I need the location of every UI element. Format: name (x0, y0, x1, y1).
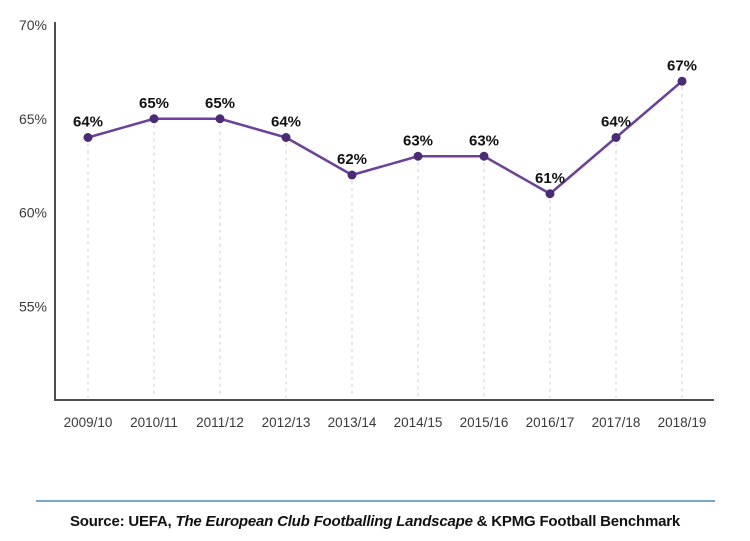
data-point (479, 151, 489, 161)
data-point-label: 62% (337, 151, 367, 168)
x-axis-label: 2018/19 (658, 415, 707, 430)
footer-divider-line (36, 500, 715, 502)
trend-line (86, 80, 684, 195)
x-axis-label: 2016/17 (526, 415, 575, 430)
data-point-label: 64% (73, 114, 103, 131)
x-axis-label: 2012/13 (262, 415, 311, 430)
source-suffix: & KPMG Football Benchmark (472, 513, 681, 530)
data-point (413, 151, 423, 161)
data-point-label: 65% (139, 95, 169, 112)
y-axis-label: 55% (19, 298, 47, 314)
data-point-label: 63% (469, 132, 499, 149)
x-axis-label: 2013/14 (328, 415, 377, 430)
data-point (83, 133, 93, 142)
data-point-label: 65% (205, 95, 235, 112)
y-axis-label: 60% (19, 205, 47, 221)
data-point-label: 61% (535, 170, 565, 187)
data-point (281, 133, 291, 142)
x-axis-label: 2010/11 (130, 415, 178, 430)
source-title-italic: The European Club Footballing Landscape (175, 513, 473, 530)
y-axis-label: 65% (19, 111, 47, 127)
x-axis-label: 2011/12 (196, 415, 244, 430)
data-point (677, 76, 687, 86)
data-point (545, 189, 555, 199)
x-axis-label: 2014/15 (394, 415, 443, 430)
source-caption: Source: UEFA, The European Club Football… (0, 513, 750, 530)
axis-lines (54, 22, 714, 401)
x-axis-label: 2009/10 (64, 415, 113, 430)
y-axis-label: 70% (19, 17, 47, 33)
data-point-label: 63% (403, 132, 433, 149)
data-point-label: 64% (601, 114, 631, 131)
data-point (215, 114, 225, 124)
data-point (149, 114, 159, 124)
x-axis-label: 2015/16 (460, 415, 509, 430)
line-chart: 70% 65% 60% 55% 64% 2009/10 65% 2010/11 65% 2011/… (19, 17, 714, 430)
data-point (347, 170, 357, 180)
data-point-label: 64% (271, 114, 301, 131)
data-point (611, 133, 621, 142)
data-point-label: 67% (667, 57, 697, 74)
x-axis-label: 2017/18 (592, 415, 641, 430)
source-prefix: Source: UEFA, (69, 513, 176, 530)
